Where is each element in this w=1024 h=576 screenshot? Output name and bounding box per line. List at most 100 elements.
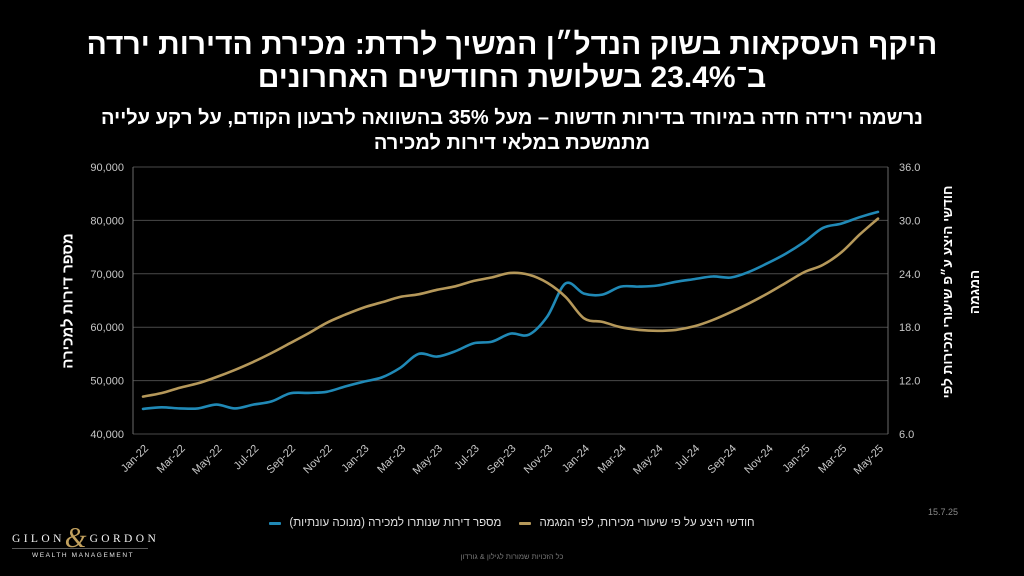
- subtitle-text-1: נרשמה ירידה חדה במיוחד בדירות חדשות – מע…: [101, 107, 923, 129]
- y-tick-label: 50,000: [90, 376, 124, 388]
- data-point: [839, 250, 843, 254]
- company-logo: GILON & GORDON WEALTH MANAGEMENT: [12, 525, 156, 566]
- data-point: [711, 318, 715, 322]
- x-tick-label: May-24: [631, 443, 665, 477]
- page-title-line-2: ב־23.4% בשלושת החודשים האחרונים: [0, 59, 1024, 97]
- y2-tick-label: 18.0: [899, 322, 920, 334]
- subtitle-text-2: מתמשכת במלאי דירות למכירה: [373, 132, 651, 154]
- x-tick-label: Mar-22: [155, 443, 188, 476]
- data-point: [637, 328, 641, 332]
- data-point: [711, 275, 715, 279]
- data-point: [784, 281, 788, 285]
- data-point: [582, 292, 586, 296]
- x-tick-label: May-23: [411, 443, 445, 477]
- data-point: [288, 341, 292, 345]
- legend-marker-months-supply: [519, 521, 532, 525]
- legend-marker-listings: [269, 521, 282, 525]
- data-point: [233, 406, 237, 410]
- data-point: [674, 328, 678, 332]
- x-tick-label: Nov-22: [301, 443, 335, 477]
- data-point: [306, 331, 310, 335]
- data-point: [600, 320, 604, 324]
- copyright-note: כל הזכויות שמורות לגילון & גורדון: [460, 552, 564, 561]
- y2-tick-label: 30.0: [899, 215, 920, 227]
- data-point: [490, 275, 494, 279]
- data-point: [343, 313, 347, 317]
- data-point: [876, 217, 880, 221]
- x-tick-label: Jul-22: [232, 443, 262, 473]
- data-point: [215, 375, 219, 379]
- data-point: [527, 333, 531, 337]
- data-point: [233, 368, 237, 372]
- data-point: [784, 252, 788, 256]
- data-point: [398, 295, 402, 299]
- y-tick-label: 60,000: [90, 322, 124, 334]
- x-tick-label: Jan-22: [119, 443, 151, 475]
- legend-item-listings: מספר דירות שנותרו למכירה (מנוכה עונתיות): [269, 517, 501, 529]
- data-point: [729, 276, 733, 280]
- data-point: [159, 391, 163, 395]
- data-point: [380, 300, 384, 304]
- data-point: [196, 406, 200, 410]
- data-point: [141, 407, 145, 411]
- data-point: [196, 381, 200, 385]
- data-point: [362, 380, 366, 384]
- data-point: [417, 352, 421, 356]
- subtitle-line-1: נרשמה ירידה חדה במיוחד בדירות חדשות – מע…: [0, 105, 1024, 131]
- data-point: [729, 310, 733, 314]
- y2-tick-label: 24.0: [899, 269, 920, 281]
- legend-item-months-supply: חודשי היצע על פי שיעורי מכירות, לפי המגמ…: [519, 517, 755, 529]
- y2-tick-label: 12.0: [899, 376, 920, 388]
- y2-axis-title-line-1: חודשי היצע ע״פ שיעורי מכירות לפי: [940, 185, 955, 399]
- data-point: [803, 240, 807, 244]
- data-point: [692, 277, 696, 281]
- data-point: [472, 279, 476, 283]
- logo-tagline: WEALTH MANAGEMENT: [32, 552, 135, 559]
- data-point: [325, 390, 329, 394]
- series-months-supply: [141, 217, 880, 398]
- data-point: [251, 360, 255, 364]
- y2-tick-label: 36.0: [899, 162, 920, 174]
- x-tick-label: Jul-24: [673, 443, 703, 473]
- tick-labels: 40,000 50,000 60,000 70,000 80,000 90,000 6.0 1…: [90, 162, 920, 477]
- y2-tick-label: 6.0: [899, 429, 914, 441]
- logo-rule: [12, 548, 148, 549]
- data-point: [766, 261, 770, 265]
- data-point: [821, 226, 825, 230]
- x-tick-label: Nov-23: [522, 443, 556, 477]
- data-point: [490, 340, 494, 344]
- x-tick-label: Sep-22: [265, 443, 299, 477]
- y2-axis-title: חודשי היצע ע״פ שיעורי מכירות לפי המגמה: [934, 186, 988, 399]
- slide-date: 15.7.25: [928, 507, 959, 517]
- data-point: [417, 292, 421, 296]
- logo-wordmark: GILON & GORDON: [12, 525, 156, 553]
- data-point: [619, 285, 623, 289]
- data-point: [215, 403, 219, 407]
- data-point: [435, 355, 439, 359]
- data-point: [674, 280, 678, 284]
- x-tick-label: Mar-25: [816, 443, 849, 476]
- data-point: [251, 403, 255, 407]
- x-tick-label: Jan-24: [560, 443, 592, 475]
- data-point: [288, 391, 292, 395]
- data-point: [306, 391, 310, 395]
- data-point: [362, 306, 366, 310]
- data-point: [637, 285, 641, 289]
- legend-label-listings: מספר דירות שנותרו למכירה (מנוכה עונתיות): [289, 517, 502, 529]
- x-tick-label: Jan-23: [339, 443, 371, 475]
- gridlines: [133, 166, 888, 435]
- data-point: [178, 386, 182, 390]
- y2-axis-title-line-2: המגמה: [967, 269, 982, 315]
- data-point: [545, 315, 549, 319]
- page-title-line-1: היקף העסקאות בשוק הנדל״ן המשיך לרדת: מכי…: [0, 26, 1024, 64]
- data-point: [747, 301, 751, 305]
- x-tick-label: Sep-24: [706, 443, 740, 477]
- x-tick-label: Sep-23: [485, 443, 519, 477]
- series-line-listings: [141, 210, 880, 411]
- data-point: [564, 281, 568, 285]
- x-tick-label: Nov-24: [742, 443, 776, 477]
- data-point: [858, 233, 862, 237]
- data-point: [435, 288, 439, 292]
- page-title-text-1: היקף העסקאות בשוק הנדל״ן המשיך לרדת: מכי…: [86, 28, 938, 61]
